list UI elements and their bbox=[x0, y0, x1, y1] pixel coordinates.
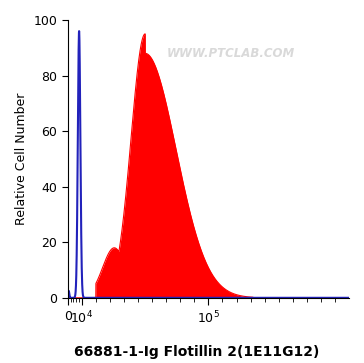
Y-axis label: Relative Cell Number: Relative Cell Number bbox=[15, 93, 28, 225]
Text: WWW.PTCLAB.COM: WWW.PTCLAB.COM bbox=[167, 47, 295, 60]
Text: 66881-1-Ig Flotillin 2(1E11G12): 66881-1-Ig Flotillin 2(1E11G12) bbox=[74, 345, 319, 359]
